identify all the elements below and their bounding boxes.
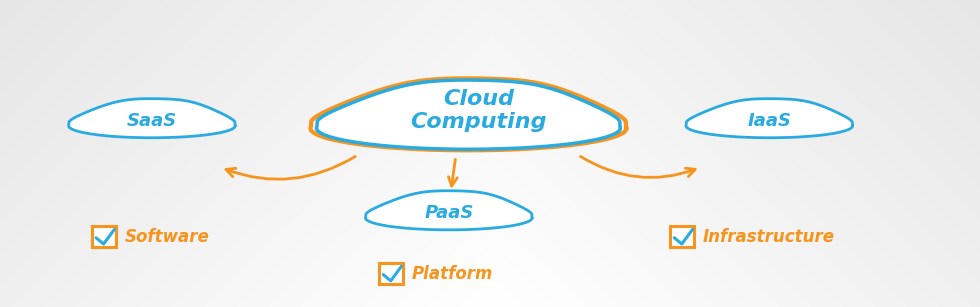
Polygon shape xyxy=(317,80,620,149)
FancyBboxPatch shape xyxy=(92,226,116,247)
Text: IaaS: IaaS xyxy=(748,112,791,130)
Polygon shape xyxy=(686,99,853,138)
Text: Software: Software xyxy=(124,228,209,246)
Text: Cloud
Computing: Cloud Computing xyxy=(410,89,547,132)
FancyBboxPatch shape xyxy=(379,263,403,284)
Text: PaaS: PaaS xyxy=(424,204,473,222)
Text: Infrastructure: Infrastructure xyxy=(703,228,835,246)
Text: Platform: Platform xyxy=(412,265,493,282)
Polygon shape xyxy=(366,191,532,230)
Polygon shape xyxy=(69,99,235,138)
FancyBboxPatch shape xyxy=(670,226,694,247)
Text: SaaS: SaaS xyxy=(126,112,177,130)
